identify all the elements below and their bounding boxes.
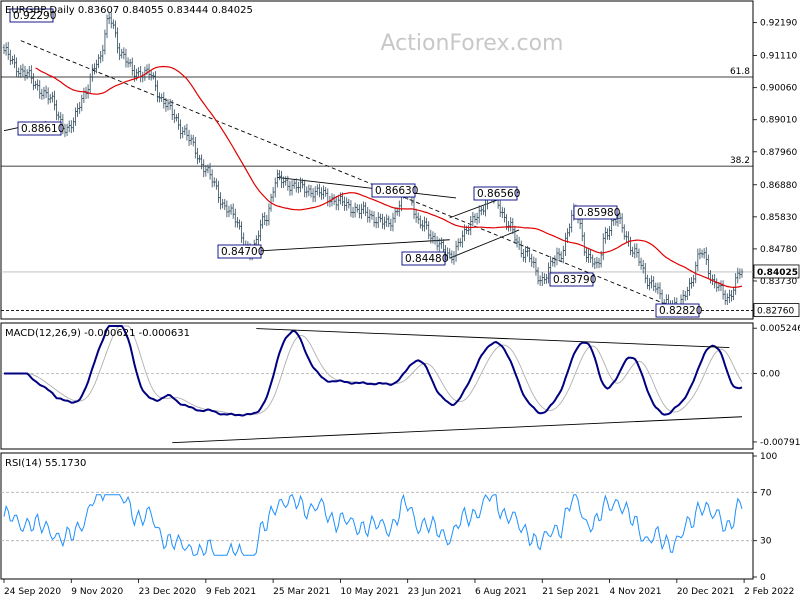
moving-average-line xyxy=(35,65,743,289)
macd-lower-trendline xyxy=(172,416,743,444)
x-tick-label-1: 9 Nov 2020 xyxy=(71,587,123,597)
swing-label-8: 0.82820 xyxy=(659,305,702,317)
macd-header: MACD(12,26,9) -0.000621 -0.000631 xyxy=(5,328,190,339)
rsi-panel-frame xyxy=(0,452,754,580)
swing-label-3: 0.86630 xyxy=(375,185,418,197)
main-downtrend-line xyxy=(20,40,677,310)
swing-label-box-8 xyxy=(655,303,700,318)
triangle-upper-line xyxy=(277,177,457,199)
price-tick-label-6: 0.85830 xyxy=(760,213,797,223)
swing-label-box-3 xyxy=(371,183,416,198)
macd-line xyxy=(4,325,743,417)
price-axis: 0.92190 0.91110 0.90060 0.89010 0.87960 0.868… xyxy=(753,19,800,317)
rsi-axis: 100 70 30 0 xyxy=(753,452,777,583)
x-axis: 24 Sep 2020 9 Nov 2020 23 Dec 2020 9 Feb 20… xyxy=(3,579,794,597)
watermark: ActionForex.com xyxy=(381,31,564,56)
macd-tick-label-1: 0.00 xyxy=(760,370,780,380)
price-tick-label-3: 0.89010 xyxy=(760,116,797,126)
last-price-label: 0.84025 xyxy=(757,268,798,278)
x-tick-label-10: 20 Dec 2021 xyxy=(677,587,735,597)
swing-labels: 0.92290 0.88610 0.84700 0.86630 0.84480 0.865… xyxy=(9,8,702,318)
price-tick-label-0: 0.92190 xyxy=(760,19,797,29)
rsi-tick-label-1: 70 xyxy=(760,488,772,498)
price-header: EURGBP,Daily 0.83607 0.84055 0.83444 0.8… xyxy=(5,5,253,16)
macd-upper-trendline xyxy=(256,328,730,349)
price-tick-label-4: 0.87960 xyxy=(760,148,797,158)
x-tick-label-4: 25 Mar 2021 xyxy=(273,587,330,597)
x-tick-label-8: 21 Sep 2021 xyxy=(542,587,599,597)
price-tick-label-5: 0.86880 xyxy=(760,181,797,191)
price-grid: 61.8 38.2 xyxy=(1,67,753,311)
last-price-box xyxy=(753,264,800,279)
macd-tick-label-2: -0.007916 xyxy=(760,438,800,448)
swing-label-7: 0.85980 xyxy=(577,207,620,219)
swing-label-box-6 xyxy=(549,272,594,287)
swing-label-box-5 xyxy=(473,186,518,201)
x-tick-label-2: 23 Dec 2020 xyxy=(139,587,197,597)
channel-lower-line xyxy=(449,229,520,259)
swing-label-box-2 xyxy=(217,244,262,259)
rsi-header: RSI(14) 55.1730 xyxy=(5,458,86,469)
swing-label-box-1 xyxy=(17,121,62,136)
swing-label-box-0 xyxy=(9,8,54,23)
fib-label-0: 61.8 xyxy=(730,67,750,77)
price-tick-label-1: 0.91110 xyxy=(760,52,797,62)
support-box xyxy=(753,303,800,317)
x-tick-label-11: 2 Feb 2022 xyxy=(744,587,794,597)
support-label: 0.82760 xyxy=(757,307,794,317)
x-tick-label-5: 10 May 2021 xyxy=(340,587,399,597)
swing-label-1: 0.88610 xyxy=(21,123,64,135)
triangle-lower-line xyxy=(252,239,450,252)
swing-label-4: 0.84480 xyxy=(405,253,448,265)
price-tick-label-2: 0.90060 xyxy=(760,84,797,94)
swing-label-2: 0.84700 xyxy=(221,246,264,258)
swing-label-0: 0.92290 xyxy=(13,10,56,22)
x-tick-label-0: 24 Sep 2020 xyxy=(4,587,61,597)
price-panel-frame xyxy=(0,0,754,320)
macd-layers xyxy=(1,325,753,444)
fib-label-1: 38.2 xyxy=(730,156,750,166)
rsi-tick-label-3: 0 xyxy=(760,573,766,583)
x-tick-label-6: 23 Jun 2021 xyxy=(408,587,462,597)
swing-label-5: 0.86560 xyxy=(477,188,520,200)
price-tick-label-7: 0.84780 xyxy=(760,245,797,255)
x-tick-label-7: 6 Aug 2021 xyxy=(475,587,527,597)
x-tick-label-9: 4 Nov 2021 xyxy=(610,587,662,597)
macd-axis: 0.005246 0.00 -0.007916 xyxy=(753,324,800,448)
rsi-tick-label-0: 100 xyxy=(760,452,777,462)
macd-tick-label-0: 0.005246 xyxy=(760,324,800,334)
x-tick-label-3: 9 Feb 2021 xyxy=(206,587,256,597)
swing-label-6: 0.83790 xyxy=(553,274,596,286)
rsi-line xyxy=(3,493,743,557)
rsi-layers xyxy=(1,491,753,557)
rsi-tick-label-2: 30 xyxy=(760,537,772,547)
swing-label-box-4 xyxy=(401,251,446,266)
price-tick-label-8: 0.83730 xyxy=(760,277,797,287)
swing-label-box-7 xyxy=(573,205,618,220)
macd-panel-frame xyxy=(0,322,754,450)
